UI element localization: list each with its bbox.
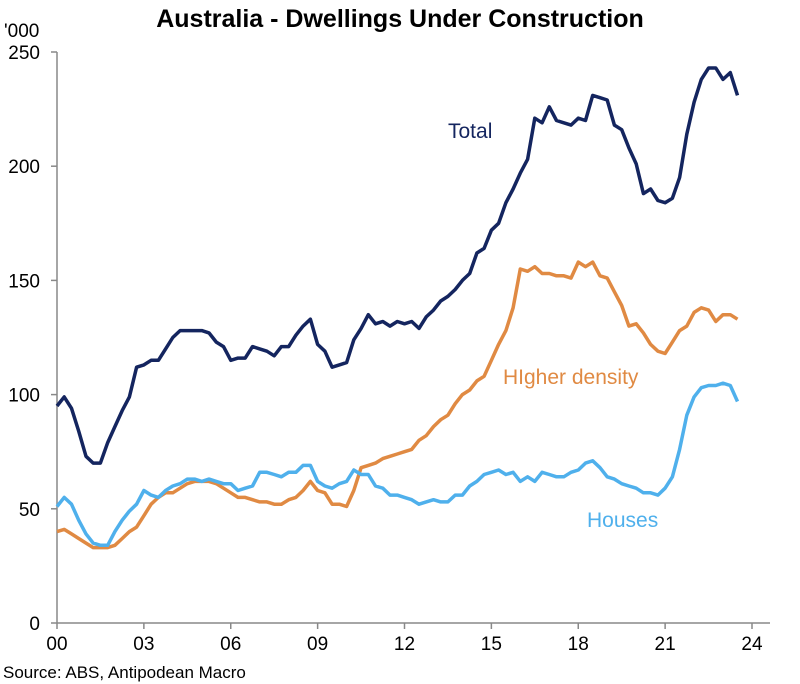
series-line-houses	[55, 381, 740, 548]
x-tick-label: 15	[481, 634, 502, 655]
y-tick-label: 50	[19, 500, 40, 521]
x-tick-label: 21	[655, 634, 676, 655]
series-lines	[55, 66, 740, 550]
x-tick-label: 12	[394, 634, 415, 655]
series-label-higher-density: HIgher density	[503, 366, 639, 389]
y-tick-label: 0	[29, 614, 40, 635]
x-tick-label: 06	[220, 634, 241, 655]
y-tick-label: 250	[8, 43, 40, 64]
chart-title: Australia - Dwellings Under Construction	[156, 5, 644, 33]
series-line-total	[55, 66, 740, 465]
y-tick-label: 150	[8, 271, 40, 292]
source-note: Source: ABS, Antipodean Macro	[3, 663, 246, 682]
series-line-higher-density	[56, 260, 739, 550]
x-tick-label: 03	[133, 634, 154, 655]
y-axis-unit-label: '000	[4, 21, 39, 42]
x-tick-label: 24	[741, 634, 763, 655]
y-tick-label: 100	[8, 386, 40, 407]
axes: 0 50 100 150 200 250 00 03 06 09 12 15 18 21 24	[8, 43, 770, 655]
x-tick-label: 18	[568, 634, 589, 655]
y-tick-label: 200	[8, 157, 40, 178]
series-label-total: Total	[448, 120, 492, 143]
x-tick-label: 00	[46, 634, 67, 655]
series-label-houses: Houses	[587, 509, 658, 532]
x-tick-label: 09	[307, 634, 328, 655]
